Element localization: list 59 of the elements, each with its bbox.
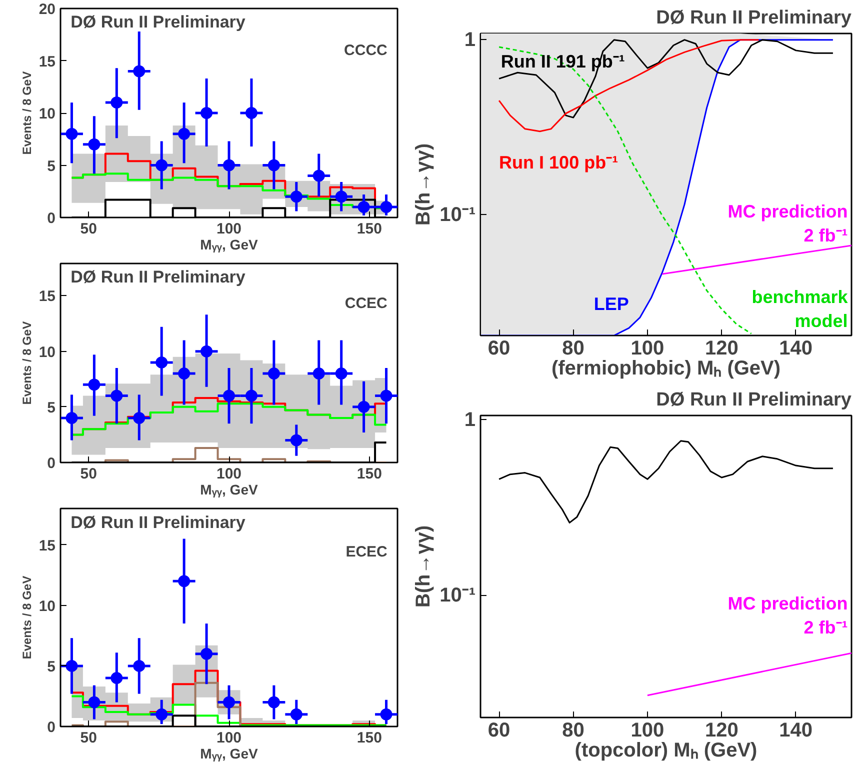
annotation: CCCC [344, 42, 388, 59]
y-axis-title: Events / 8 GeV [20, 71, 34, 155]
x-tick-label: 150 [356, 730, 382, 746]
y-tick-label: 5 [47, 658, 56, 676]
x-tick-label: 120 [704, 338, 738, 360]
series-label: MC prediction 2 fb⁻¹ [728, 201, 848, 246]
annotation: CCEC [344, 294, 388, 312]
y-axis-title: B(h→γγ) [412, 143, 435, 226]
y-tick-label: 1 [464, 408, 476, 431]
x-tick-label: 100 [630, 338, 664, 360]
chart-title: DØ Run II Preliminary [70, 267, 246, 286]
x-tick-label: 80 [562, 338, 584, 360]
y-tick-label: 10⁻¹ [440, 204, 476, 226]
y-tick-label: 5 [47, 158, 56, 175]
y-tick-label: 10⁻¹ [440, 584, 476, 607]
y-tick-label: 0 [47, 210, 56, 227]
x-axis-title: (topcolor) Mₕ (GeV) [574, 740, 758, 762]
x-tick-label: 50 [80, 730, 97, 746]
x-tick-label: 60 [488, 720, 510, 742]
y-tick-label: 5 [47, 399, 56, 416]
x-tick-label: 60 [488, 338, 510, 360]
x-tick-label: 140 [779, 338, 813, 360]
x-tick-label: 50 [80, 220, 97, 238]
series-label: MC prediction 2 fb⁻¹ [728, 594, 848, 638]
x-tick-label: 150 [356, 466, 382, 482]
y-tick-label: 10 [38, 344, 56, 361]
x-axis-title: (fermiophobic) Mₕ (GeV) [551, 358, 781, 380]
y-tick-label: 10 [38, 598, 56, 615]
x-axis-title: Mᵧᵧ, GeV [200, 746, 258, 762]
y-axis-title: Events / 8 GeV [20, 576, 34, 660]
series-label: Run I 100 pb⁻¹ [499, 152, 618, 172]
x-tick-label: 100 [216, 466, 242, 482]
series-label: benchmark model [752, 287, 849, 332]
x-tick-label: 140 [779, 720, 813, 742]
y-tick-label: 1 [464, 28, 476, 51]
y-tick-label: 15 [38, 288, 56, 306]
x-axis-title: Mᵧᵧ, GeV [200, 482, 258, 498]
chart-title: DØ Run II Preliminary [656, 390, 852, 410]
x-tick-label: 100 [216, 220, 242, 238]
chart-title: DØ Run II Preliminary [70, 512, 246, 532]
x-tick-label: 80 [562, 720, 584, 742]
x-tick-label: 100 [630, 720, 664, 742]
x-tick-label: 150 [356, 220, 382, 238]
y-tick-label: 0 [47, 455, 56, 472]
y-axis-title: Events / 8 GeV [20, 321, 34, 405]
y-axis-title: B(h→γγ) [412, 525, 435, 608]
chart-title: DØ Run II Preliminary [656, 8, 852, 28]
y-tick-label: 15 [38, 537, 56, 554]
annotation: ECEC [346, 544, 388, 561]
y-tick-label: 10 [38, 106, 56, 122]
x-tick-label: 50 [80, 466, 97, 482]
chart-title: DØ Run II Preliminary [70, 12, 246, 32]
y-tick-label: 0 [47, 719, 56, 736]
x-axis-title: Mᵧᵧ, GeV [200, 236, 258, 252]
x-tick-label: 120 [704, 720, 738, 742]
y-tick-label: 15 [38, 53, 56, 70]
x-tick-label: 100 [216, 730, 242, 746]
series-label: LEP [594, 294, 629, 314]
y-tick-label: 20 [38, 1, 56, 18]
